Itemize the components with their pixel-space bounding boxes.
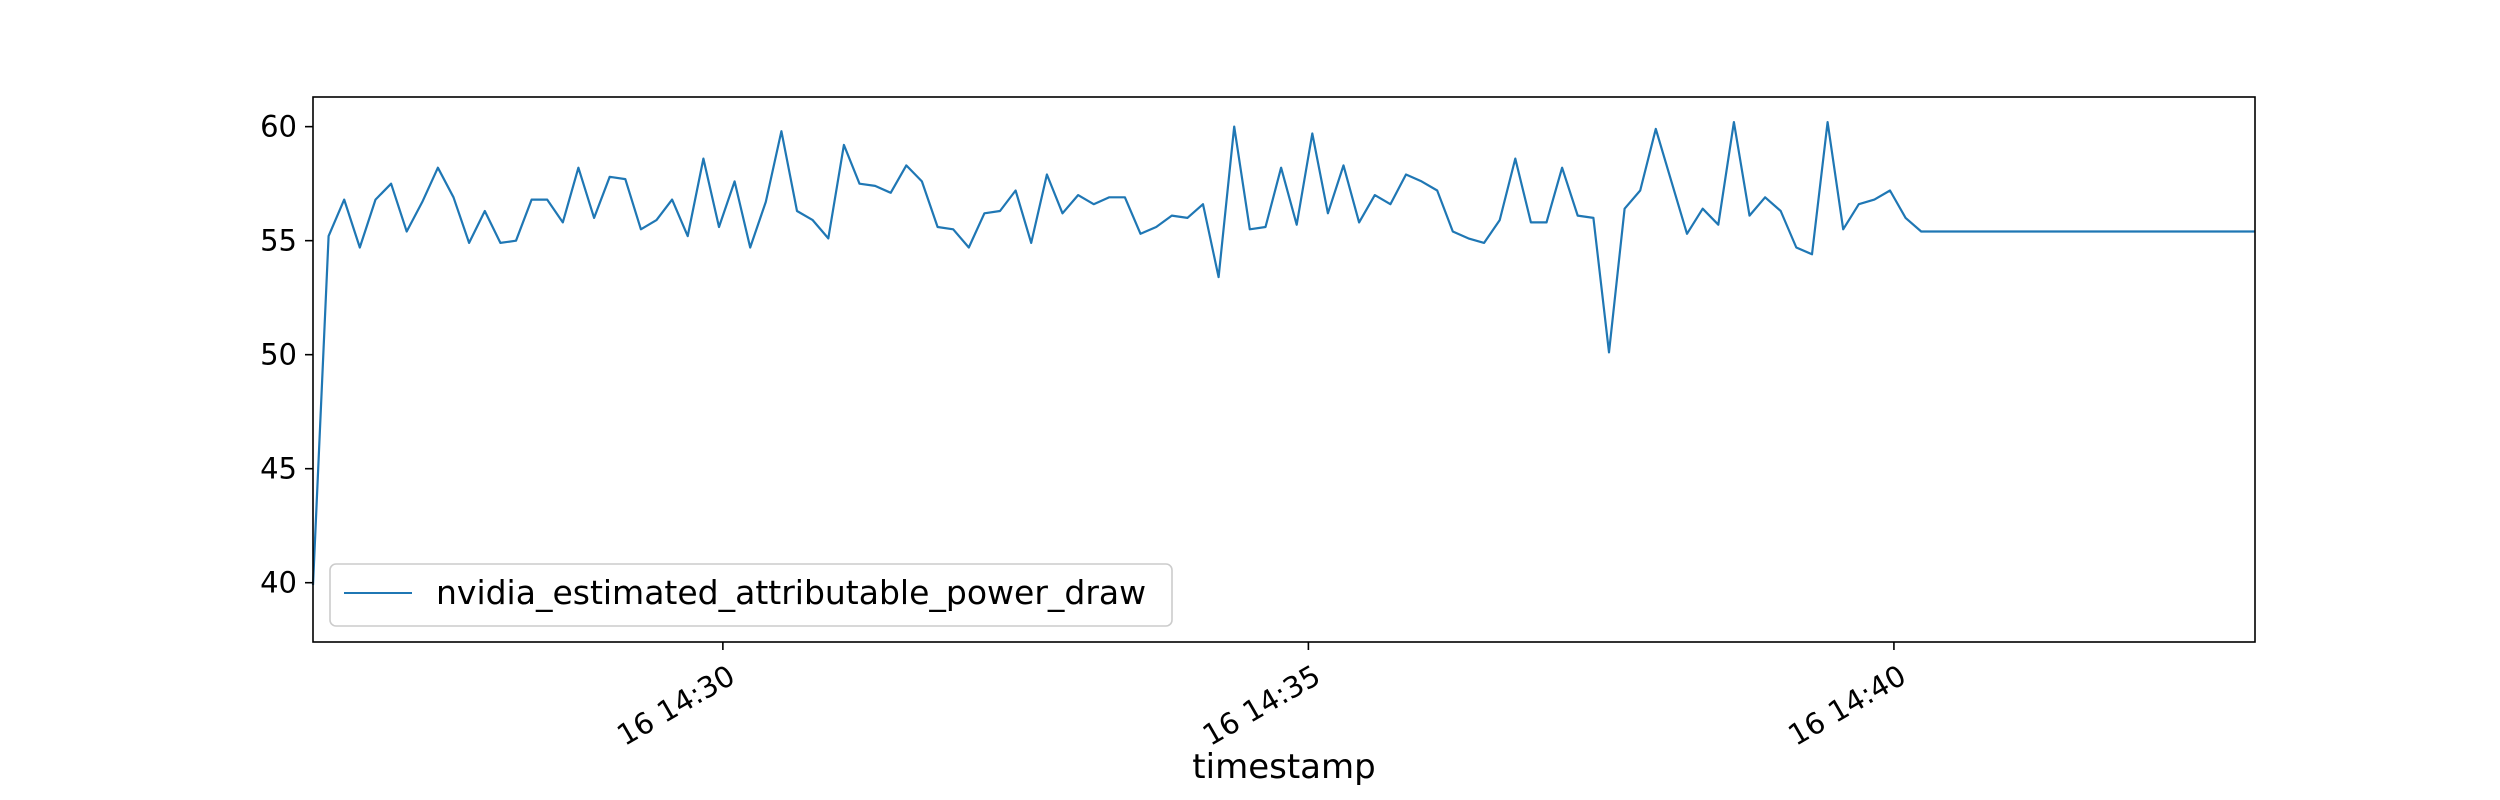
y-tick-label: 50	[260, 338, 297, 372]
legend-box	[329, 563, 1173, 627]
y-tick-label: 40	[260, 566, 297, 600]
series-line	[311, 120, 2255, 586]
y-tick-label: 45	[260, 452, 297, 486]
series-layer	[311, 120, 2255, 586]
y-tick-label: 55	[260, 224, 297, 258]
x-axis: 16 14:30 16 14:35 16 14:40	[611, 642, 1912, 752]
plot-frame	[312, 96, 2256, 643]
legend: nvidia_estimated_attributable_power_draw	[329, 563, 1173, 627]
x-tick-label: 16 14:35	[1197, 658, 1326, 752]
plot-area	[313, 97, 2255, 642]
y-axis: 40 45 50 55 60	[260, 110, 313, 600]
x-tick-label: 16 14:30	[611, 658, 740, 752]
x-tick-label: 16 14:40	[1782, 658, 1911, 752]
x-axis-label: timestamp	[1192, 747, 1375, 787]
legend-label: nvidia_estimated_attributable_power_draw	[436, 573, 1146, 612]
y-tick-label: 60	[260, 110, 297, 144]
